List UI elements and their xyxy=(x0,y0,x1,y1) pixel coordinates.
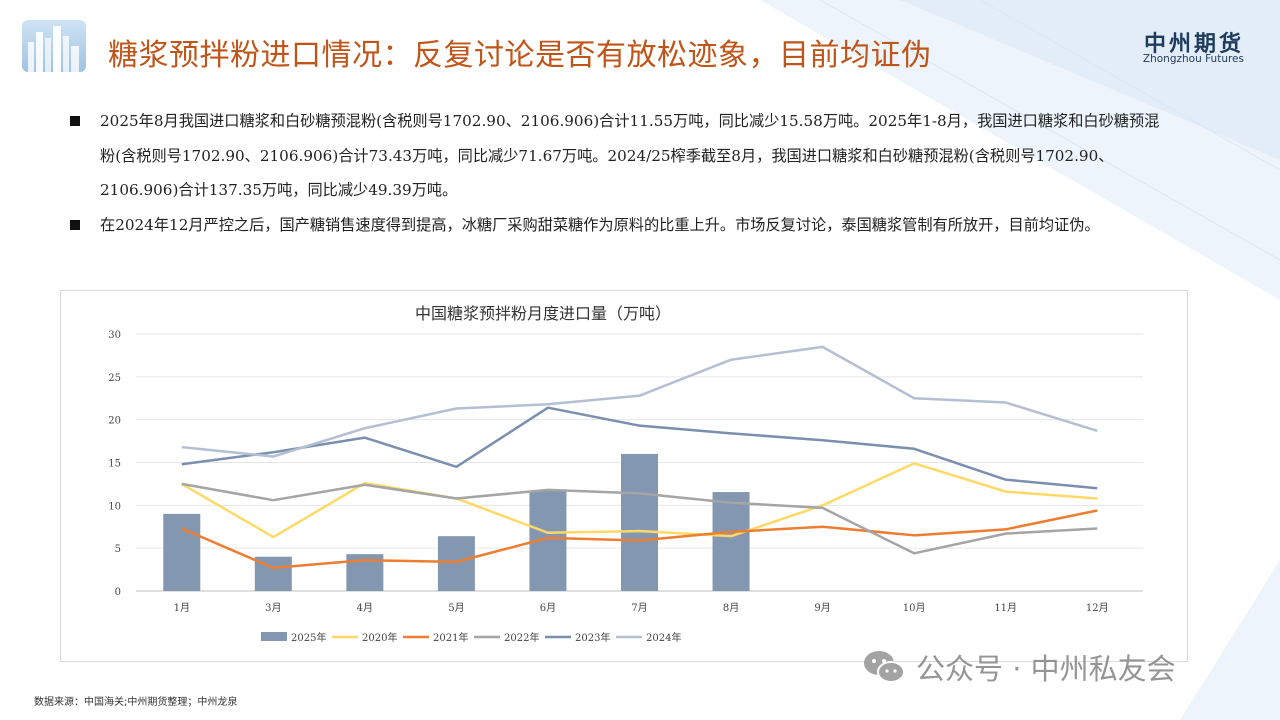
x-tick-label: 7月 xyxy=(631,602,647,614)
x-tick-label: 5月 xyxy=(448,602,464,614)
legend-label: 2020年 xyxy=(362,631,397,644)
x-tick-label: 12月 xyxy=(1086,602,1109,614)
bullet-item: 2025年8月我国进口糖浆和白砂糖预混粉(含税则号1702.90、2106.90… xyxy=(70,104,1160,208)
bullet-item: 在2024年12月严控之后，国产糖销售速度得到提高，冰糖厂采购甜菜糖作为原料的比… xyxy=(70,208,1160,243)
series-line-2020年 xyxy=(181,462,1098,539)
bar-2025 xyxy=(163,513,201,591)
x-tick-label: 3月 xyxy=(265,602,281,614)
y-tick-label: 20 xyxy=(108,416,121,427)
series-line-2023年 xyxy=(181,406,1098,490)
bullet-text: 2025年8月我国进口糖浆和白砂糖预混粉(含税则号1702.90、2106.90… xyxy=(100,112,1160,199)
import-volume-chart: 中国糖浆预拌粉月度进口量（万吨） 1月 3月 4月 5月 6月 7月 8月 9月 10月 11月 1… xyxy=(108,304,1143,644)
legend-label: 2025年 xyxy=(291,631,326,644)
y-tick-label: 25 xyxy=(108,373,121,384)
series-line-2022年 xyxy=(181,482,1098,555)
bar-2025 xyxy=(712,492,750,591)
watermark-text: 公众号 · 中州私友会 xyxy=(916,652,1176,686)
x-tick-label: 1月 xyxy=(174,602,190,614)
y-tick-label: 5 xyxy=(115,544,121,555)
legend-label: 2022年 xyxy=(504,631,539,644)
legend-label: 2024年 xyxy=(646,631,681,644)
legend-swatch xyxy=(261,632,287,641)
x-tick-label: 9月 xyxy=(814,602,830,614)
legend-label: 2021年 xyxy=(433,631,468,644)
bullet-text: 在2024年12月严控之后，国产糖销售速度得到提高，冰糖厂采购甜菜糖作为原料的比… xyxy=(100,215,1100,234)
y-tick-label: 15 xyxy=(108,459,121,470)
y-tick-label: 30 xyxy=(108,330,121,341)
x-tick-label: 10月 xyxy=(903,602,926,614)
brand-name-cn: 中州期货 xyxy=(1143,32,1244,57)
series-line-2024年 xyxy=(181,345,1098,458)
bar-2025 xyxy=(621,453,658,591)
page-title: 糖浆预拌粉进口情况：反复讨论是否有放松迹象，目前均证伪 xyxy=(108,38,932,73)
wechat-icon xyxy=(864,651,905,683)
chart-title: 中国糖浆预拌粉月度进口量（万吨） xyxy=(415,304,671,323)
legend-label: 2023年 xyxy=(575,631,610,644)
x-tick-label: 4月 xyxy=(357,602,373,614)
city-skyline-logo xyxy=(22,20,86,72)
series-line-2021年 xyxy=(181,509,1098,570)
brand-name-en: Zhongzhou Futures xyxy=(1142,53,1244,65)
x-tick-label: 6月 xyxy=(540,602,556,614)
watermark: 公众号 · 中州私友会 xyxy=(862,646,1176,688)
y-tick-label: 10 xyxy=(108,501,121,512)
chart-container: 中国糖浆预拌粉月度进口量（万吨） 1月 3月 4月 5月 6月 7月 8月 9月 10月 11月 1… xyxy=(60,290,1188,662)
bullet-square-icon xyxy=(70,219,80,230)
x-tick-label: 8月 xyxy=(723,602,739,614)
bullet-square-icon xyxy=(70,116,80,126)
x-tick-label: 11月 xyxy=(994,602,1017,614)
bullet-list: 2025年8月我国进口糖浆和白砂糖预混粉(含税则号1702.90、2106.90… xyxy=(70,104,1160,242)
data-source-note: 数据来源：中国海关;中州期货整理；中州龙泉 xyxy=(34,697,238,708)
bar-2025 xyxy=(437,536,475,591)
y-tick-label: 0 xyxy=(115,587,121,598)
